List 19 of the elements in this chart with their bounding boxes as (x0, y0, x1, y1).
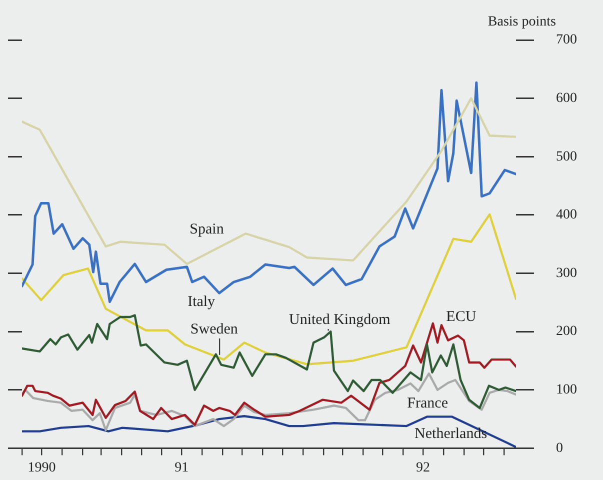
x-tick-label: 1990 (28, 460, 56, 476)
y-tick-label: 700 (556, 32, 577, 48)
series-label: ECU (446, 309, 476, 326)
series-label: Spain (190, 221, 224, 238)
y-tick-label: 500 (556, 149, 577, 164)
y-tick-label: 0 (556, 440, 563, 456)
x-tick-label: 91 (174, 460, 189, 476)
series-label: Netherlands (414, 426, 488, 442)
y-tick-label: 400 (556, 208, 577, 223)
series-label: Italy (188, 294, 216, 310)
series-label: France (407, 396, 448, 412)
series-label: Sweden (190, 321, 238, 338)
y-tick-label: 200 (556, 324, 577, 340)
x-tick-label: 92 (416, 460, 430, 476)
y-tick-label: 300 (556, 266, 577, 281)
y-tick-label: 100 (556, 382, 577, 398)
series-label: United Kingdom (289, 312, 391, 328)
y-axis-title: Basis points (488, 14, 556, 30)
y-tick-label: 600 (556, 90, 577, 106)
